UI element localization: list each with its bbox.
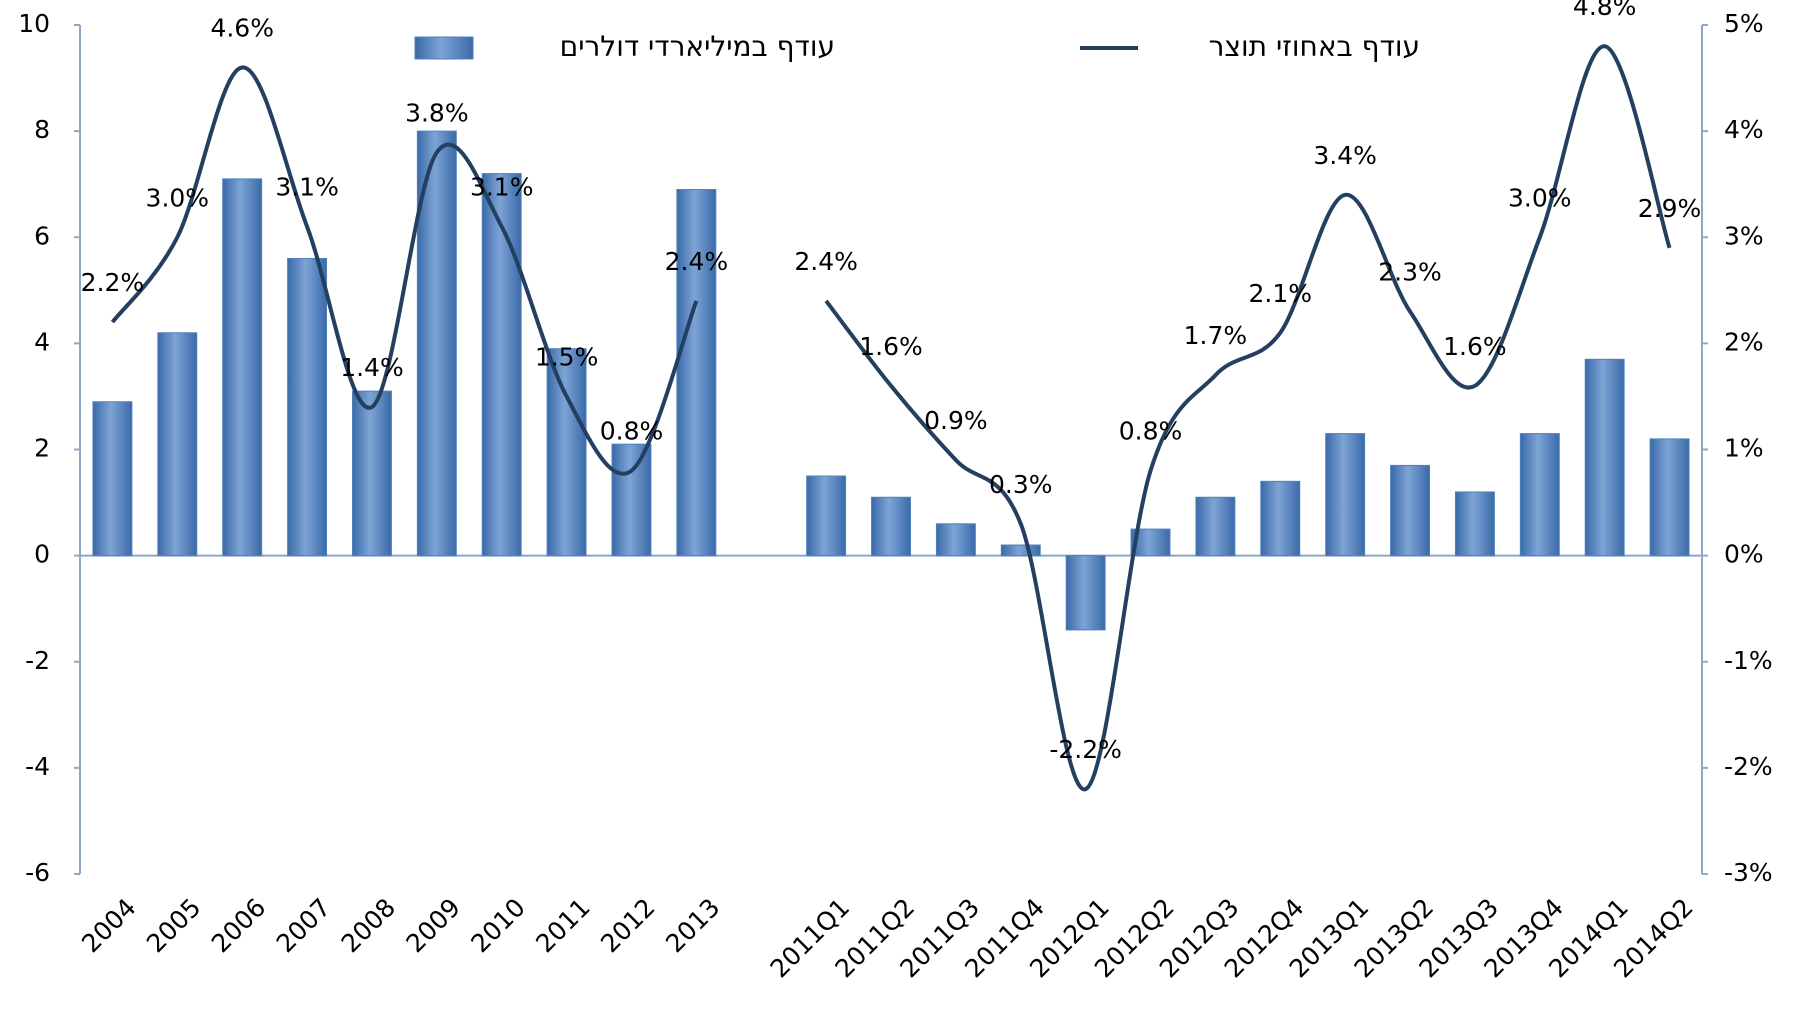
y-tick-label: 4 <box>34 327 50 356</box>
data-label: 2.2% <box>81 268 145 297</box>
y2-tick-label: 5% <box>1724 9 1764 38</box>
y-tick-label: -6 <box>25 858 50 887</box>
bar <box>287 257 328 557</box>
bar <box>1584 358 1625 557</box>
legend-swatch <box>414 36 474 60</box>
data-label: 3.1% <box>470 173 534 202</box>
y2-tick-label: 2% <box>1724 327 1764 356</box>
line <box>110 44 1672 792</box>
data-label: 3.0% <box>146 183 210 212</box>
data-label: 1.6% <box>1443 332 1507 361</box>
x-tick-label: 2007 <box>271 893 336 958</box>
data-label: 3.8% <box>405 98 469 127</box>
y-tick-label: 6 <box>34 221 50 250</box>
bar <box>481 173 522 557</box>
x-tick-label: 2010 <box>465 893 530 958</box>
data-label: 4.8% <box>1573 0 1637 21</box>
x-tick-label: 2009 <box>401 893 466 958</box>
data-label: 0.3% <box>989 470 1053 499</box>
y2-tick-label: 0% <box>1724 540 1764 569</box>
y-tick-label: 8 <box>34 115 50 144</box>
data-label: 1.7% <box>1184 321 1248 350</box>
y-tick-label: -2 <box>25 646 50 675</box>
y2-tick-label: 3% <box>1724 221 1764 250</box>
bar <box>351 390 392 557</box>
x-tick-label: 2005 <box>141 893 206 958</box>
data-label: 3.4% <box>1313 141 1377 170</box>
legend-label: עודף במיליארדי דולרים <box>560 30 835 63</box>
data-label: -2.2% <box>1049 735 1122 764</box>
bar <box>806 475 847 557</box>
data-label: 3.0% <box>1508 183 1572 212</box>
y-tick-label: 0 <box>34 540 50 569</box>
data-label: 1.4% <box>340 353 404 382</box>
y2-tick-label: 4% <box>1724 115 1764 144</box>
bar <box>611 443 652 557</box>
bar <box>676 188 717 557</box>
x-tick-label: 2012 <box>595 893 660 958</box>
bar <box>1325 433 1366 557</box>
data-label: 1.6% <box>859 332 923 361</box>
bar <box>1649 438 1690 557</box>
data-label: 0.8% <box>600 417 664 446</box>
data-label: 4.6% <box>210 13 274 42</box>
y2-tick-label: 1% <box>1724 434 1764 463</box>
bar <box>1000 544 1041 557</box>
bar <box>222 178 263 557</box>
bar <box>92 401 133 557</box>
data-label: 2.4% <box>794 247 858 276</box>
bar <box>546 348 587 557</box>
bar <box>1454 491 1495 557</box>
bar <box>157 332 198 557</box>
bar <box>1260 480 1301 557</box>
x-tick-label: 2011 <box>530 893 595 958</box>
data-label: 0.8% <box>1119 417 1183 446</box>
data-label: 2.3% <box>1378 258 1442 287</box>
bar <box>1195 496 1236 557</box>
bar <box>1390 464 1431 557</box>
bar <box>1065 555 1106 631</box>
y2-tick-label: -2% <box>1724 752 1773 781</box>
x-tick-label: 2008 <box>336 893 401 958</box>
data-label: 2.1% <box>1249 279 1313 308</box>
x-tick-label: 2004 <box>76 893 141 958</box>
bar <box>1519 433 1560 557</box>
data-label: 2.9% <box>1638 194 1702 223</box>
bar <box>935 523 976 557</box>
data-label: 3.1% <box>275 173 339 202</box>
y-tick-label: 2 <box>34 434 50 463</box>
data-label: 0.9% <box>924 406 988 435</box>
data-label: 1.5% <box>535 342 599 371</box>
legend-label: עודף באחוזי תוצר <box>1209 30 1420 63</box>
data-label: 2.4% <box>665 247 729 276</box>
x-tick-label: 2006 <box>206 893 271 958</box>
y2-tick-label: -1% <box>1724 646 1773 675</box>
y-tick-label: 10 <box>18 9 50 38</box>
y-tick-label: -4 <box>25 752 50 781</box>
bar <box>871 496 911 557</box>
bar <box>416 130 457 557</box>
x-tick-label: 2013 <box>660 893 725 958</box>
y2-tick-label: -3% <box>1724 858 1773 887</box>
